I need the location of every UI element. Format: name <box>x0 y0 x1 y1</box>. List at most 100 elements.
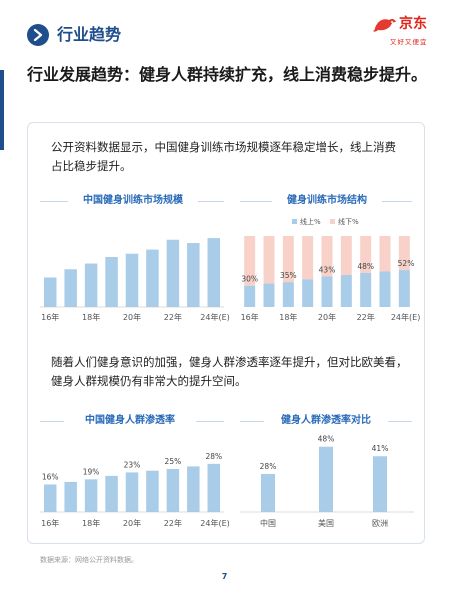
data-label: 28% <box>205 452 222 461</box>
x-tick-label: 中国 <box>260 518 276 528</box>
data-label: 35% <box>280 271 297 280</box>
title-rule-right <box>196 421 224 422</box>
title-rule-left <box>40 201 68 202</box>
x-tick-label: 18年 <box>82 312 100 322</box>
data-label: 30% <box>241 275 258 284</box>
x-tick-label: 22年 <box>164 312 182 322</box>
bar-online <box>244 285 256 307</box>
chevron-right-icon <box>27 24 49 46</box>
x-tick-label: 24年(E) <box>200 518 229 528</box>
bar-online <box>340 275 352 307</box>
data-label: 43% <box>319 265 336 274</box>
legend-swatch-offline <box>330 219 335 224</box>
bar <box>84 479 98 512</box>
title-rule-left <box>240 201 272 202</box>
bar-online <box>360 272 372 307</box>
bar <box>146 249 159 307</box>
x-tick-label: 24年(E) <box>391 312 420 322</box>
bar <box>105 256 118 307</box>
bar-offline <box>302 236 314 280</box>
data-label: 52% <box>398 259 415 268</box>
title-rule-left <box>240 421 264 422</box>
bar-offline <box>360 236 372 273</box>
title-rule-right <box>382 201 412 202</box>
bar-online <box>263 283 275 307</box>
title-rule-right <box>388 421 412 422</box>
bar <box>125 253 139 307</box>
bar <box>187 466 200 512</box>
paragraph-market: 公开资料数据显示，中国健身训练市场规模逐年稳定增长，线上消费占比稳步提升。 <box>51 140 396 173</box>
data-label: 28% <box>260 462 277 471</box>
chart-penetration: 16% 19% 23% 25% 28% 16年 18年 20年 22年 24年(E) <box>40 452 230 528</box>
brand-slogan: 又好又便宜 <box>390 38 428 46</box>
x-tick-label: 18年 <box>82 518 100 528</box>
x-tick-label: 美国 <box>318 518 334 528</box>
legend-swatch-online <box>292 219 297 224</box>
bar-offline <box>244 236 256 286</box>
bar <box>84 263 98 307</box>
x-tick-label: 24年(E) <box>200 312 229 322</box>
bar-offline <box>282 236 294 283</box>
x-tick-label: 16年 <box>241 312 259 322</box>
page-header: 行业趋势 京东 又好又便宜 <box>0 0 449 68</box>
bar <box>43 277 57 307</box>
bar <box>64 481 77 512</box>
x-tick-label: 欧洲 <box>372 518 388 528</box>
x-tick-label: 22年 <box>164 518 182 528</box>
bar-offline <box>321 236 333 277</box>
bar <box>207 463 221 512</box>
bar <box>146 470 159 512</box>
bar <box>319 446 333 512</box>
data-label: 25% <box>165 457 182 466</box>
bar <box>187 243 200 307</box>
section-title: 行业趋势 <box>57 25 122 44</box>
jd-dog-icon <box>373 18 396 32</box>
title-rule-right <box>198 201 224 202</box>
bar <box>166 239 180 307</box>
data-source-note: 数据来源：网络公开资料数据。 <box>40 556 138 564</box>
x-tick-label: 20年 <box>123 518 141 528</box>
chart-title-penetration-compare: 健身人群渗透率对比 <box>281 415 371 426</box>
title-rule-left <box>40 421 64 422</box>
x-tick-label: 20年 <box>123 312 141 322</box>
bar-online <box>282 282 294 307</box>
bar <box>207 238 221 307</box>
chart-market-structure: 线上% 线下% 30% 35% 43% 48% 52% 16年 18年 20年 22年 24年(E) <box>241 217 421 322</box>
data-label: 48% <box>318 435 335 444</box>
page-number: 7 <box>221 572 228 581</box>
chart-title-penetration: 中国健身人群渗透率 <box>85 415 175 426</box>
bar-online <box>398 270 410 307</box>
data-label: 23% <box>124 460 141 469</box>
paragraph-penetration: 随着人们健身意识的加强，健身人群渗透率逐年提升，但对比欧美看，健身人群规模仍有非… <box>51 355 408 388</box>
legend-label-online: 线上% <box>300 217 321 226</box>
x-tick-label: 16年 <box>41 312 59 322</box>
x-tick-label: 18年 <box>279 312 297 322</box>
bar-online <box>379 271 391 307</box>
x-tick-label: 16年 <box>41 518 59 528</box>
bar-offline <box>398 236 410 271</box>
data-label: 16% <box>42 472 59 481</box>
bar <box>64 269 77 307</box>
legend-label-offline: 线下% <box>338 217 359 226</box>
content-card <box>27 122 425 544</box>
brand-name: 京东 <box>399 16 427 32</box>
x-tick-label: 20年 <box>318 312 336 322</box>
page-headline: 行业发展趋势：健身人群持续扩充，线上消费稳步提升。 <box>27 65 428 84</box>
x-tick-label: 22年 <box>357 312 375 322</box>
bar-online <box>321 276 333 307</box>
bar <box>43 484 57 512</box>
bar-online <box>302 279 314 307</box>
bar <box>166 469 180 512</box>
chart-penetration-compare: 28% 中国 48% 美国 41% 欧洲 <box>240 435 414 528</box>
data-label: 19% <box>83 467 100 476</box>
chart-market-size: 16年 18年 20年 22年 24年(E) <box>40 238 230 322</box>
bar <box>105 475 118 512</box>
side-accent-bar <box>0 70 4 150</box>
chart-title-market-size: 中国健身训练市场规模 <box>83 195 183 206</box>
bar-offline <box>340 236 352 276</box>
bar <box>261 473 275 512</box>
bar-offline <box>379 236 391 272</box>
bar <box>125 472 139 512</box>
data-label: 48% <box>357 262 374 271</box>
bar-offline <box>263 236 275 284</box>
